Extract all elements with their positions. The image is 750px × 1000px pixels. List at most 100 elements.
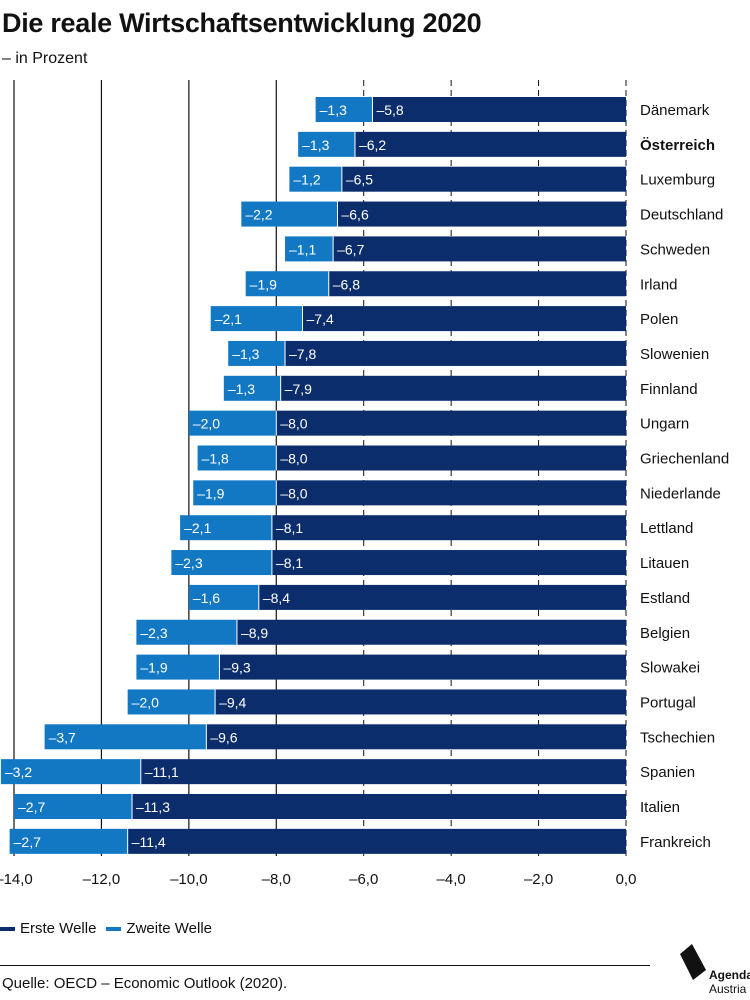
category-label: Österreich bbox=[640, 137, 715, 154]
data-label-first-wave: –6,6 bbox=[341, 207, 368, 223]
bar-first-wave bbox=[140, 759, 626, 785]
data-label-first-wave: –11,1 bbox=[145, 764, 179, 780]
bar-first-wave bbox=[337, 201, 626, 227]
data-label-first-wave: –9,6 bbox=[210, 729, 237, 745]
bar-first-wave bbox=[285, 340, 626, 366]
data-label-second-wave: –2,0 bbox=[193, 416, 220, 432]
logo-text-line2: Austria bbox=[709, 982, 747, 996]
data-label-first-wave: –8,1 bbox=[276, 555, 303, 571]
bar-second-wave bbox=[188, 584, 259, 610]
bar-second-wave bbox=[289, 166, 342, 192]
bar-second-wave bbox=[136, 619, 237, 645]
bar-first-wave bbox=[354, 131, 626, 157]
bar-first-wave bbox=[215, 689, 627, 715]
data-label-second-wave: –1,3 bbox=[228, 381, 255, 397]
bar-second-wave bbox=[241, 201, 338, 227]
labels: –14,0 –12,0 –10,0 –8,0 –6,0 –4,0 –2,0 0,0 –5,8 –1… bbox=[0, 102, 729, 888]
x-tick-label: –4,0 bbox=[437, 871, 466, 888]
footer-divider bbox=[0, 965, 650, 966]
bar-second-wave bbox=[14, 794, 133, 819]
category-label: Irland bbox=[640, 276, 678, 293]
data-label-first-wave: –5,8 bbox=[376, 102, 403, 118]
category-label: Frankreich bbox=[640, 834, 711, 851]
data-label-second-wave: –1,9 bbox=[250, 276, 277, 292]
bar-second-wave bbox=[245, 271, 329, 297]
category-label: Slowenien bbox=[640, 346, 709, 363]
bar-first-wave bbox=[127, 828, 627, 854]
data-label-second-wave: –2,0 bbox=[132, 694, 159, 710]
legend-item-second-wave: Zweite Welle bbox=[106, 920, 212, 937]
category-label: Dänemark bbox=[640, 102, 710, 119]
bar-second-wave bbox=[180, 515, 272, 541]
bar-first-wave bbox=[333, 236, 626, 262]
category-label: Griechenland bbox=[640, 451, 729, 468]
chart-subtitle: – in Prozent bbox=[2, 50, 88, 67]
data-label-first-wave: –8,0 bbox=[280, 485, 307, 501]
bar-chart: –14,0 –12,0 –10,0 –8,0 –6,0 –4,0 –2,0 0,0 –5,8 –1… bbox=[0, 80, 729, 888]
bar-second-wave bbox=[9, 828, 128, 854]
bar-first-wave bbox=[276, 410, 626, 436]
data-label-first-wave: –7,8 bbox=[289, 346, 316, 362]
bar-second-wave bbox=[223, 375, 281, 401]
category-label: Ungarn bbox=[640, 416, 689, 433]
data-label-first-wave: –6,2 bbox=[359, 137, 386, 153]
bar-second-wave bbox=[315, 97, 373, 122]
bar-second-wave bbox=[285, 236, 334, 262]
data-label-second-wave: –2,7 bbox=[14, 834, 41, 850]
data-label-second-wave: –2,2 bbox=[245, 207, 272, 223]
source-note: Quelle: OECD – Economic Outlook (2020). bbox=[2, 975, 288, 992]
data-label-second-wave: –1,9 bbox=[140, 660, 167, 676]
bar-second-wave bbox=[44, 724, 207, 750]
data-label-first-wave: –9,4 bbox=[219, 694, 246, 710]
category-label: Tschechien bbox=[640, 729, 715, 746]
data-label-second-wave: –1,9 bbox=[197, 485, 224, 501]
data-label-first-wave: –6,7 bbox=[337, 241, 364, 257]
category-label: Deutschland bbox=[640, 207, 723, 224]
bar-first-wave bbox=[341, 166, 626, 192]
legend-swatch-first-wave bbox=[0, 926, 15, 931]
data-label-first-wave: –8,4 bbox=[263, 590, 290, 606]
data-label-second-wave: –2,7 bbox=[18, 799, 45, 815]
data-label-first-wave: –9,3 bbox=[223, 660, 250, 676]
data-label-first-wave: –8,0 bbox=[280, 451, 307, 467]
bar-second-wave bbox=[188, 410, 277, 436]
category-label: Schweden bbox=[640, 241, 710, 258]
category-label: Estland bbox=[640, 590, 690, 607]
bar-second-wave bbox=[193, 480, 277, 506]
bar-second-wave bbox=[298, 131, 355, 157]
bar-first-wave bbox=[280, 375, 626, 401]
data-label-second-wave: –1,1 bbox=[289, 241, 316, 257]
bar-first-wave bbox=[271, 550, 626, 576]
x-tick-label: –10,0 bbox=[170, 871, 208, 888]
data-label-second-wave: –1,2 bbox=[293, 172, 320, 188]
legend: Erste Welle Zweite Welle bbox=[0, 920, 222, 937]
bar-second-wave bbox=[171, 550, 272, 576]
bar-second-wave bbox=[210, 306, 303, 332]
bar-second-wave bbox=[127, 689, 216, 715]
data-label-first-wave: –7,9 bbox=[285, 381, 312, 397]
data-label-second-wave: –1,8 bbox=[202, 451, 229, 467]
data-label-first-wave: –7,4 bbox=[307, 311, 334, 327]
x-tick-label: 0,0 bbox=[616, 871, 637, 888]
data-label-first-wave: –6,8 bbox=[333, 276, 360, 292]
agenda-austria-logo-icon bbox=[680, 944, 706, 980]
bar-first-wave bbox=[219, 654, 626, 680]
bar-second-wave bbox=[228, 340, 286, 366]
category-label: Portugal bbox=[640, 694, 696, 711]
bar-first-wave bbox=[328, 271, 626, 297]
data-label-second-wave: –2,3 bbox=[175, 555, 202, 571]
legend-label-second-wave: Zweite Welle bbox=[126, 920, 213, 937]
category-label: Lettland bbox=[640, 520, 693, 537]
data-label-second-wave: –1,3 bbox=[302, 137, 329, 153]
data-label-second-wave: –3,7 bbox=[49, 729, 76, 745]
category-label: Finnland bbox=[640, 381, 698, 398]
x-tick-label: –12,0 bbox=[83, 871, 121, 888]
bar-first-wave bbox=[276, 445, 626, 471]
data-label-second-wave: –2,1 bbox=[215, 311, 242, 327]
data-label-second-wave: –3,2 bbox=[5, 764, 32, 780]
data-label-second-wave: –2,3 bbox=[140, 625, 167, 641]
x-tick-label: –8,0 bbox=[262, 871, 291, 888]
category-label: Slowakei bbox=[640, 660, 700, 677]
bar-first-wave bbox=[258, 584, 626, 610]
data-label-second-wave: –2,1 bbox=[184, 520, 211, 536]
